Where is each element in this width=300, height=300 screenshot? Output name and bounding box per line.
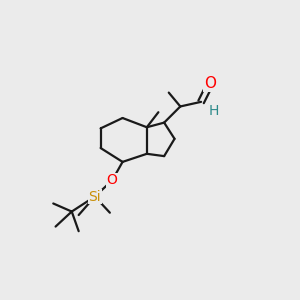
Text: O: O	[107, 173, 118, 188]
Text: Si: Si	[88, 190, 101, 203]
Text: H: H	[208, 104, 219, 118]
Text: O: O	[204, 76, 216, 91]
